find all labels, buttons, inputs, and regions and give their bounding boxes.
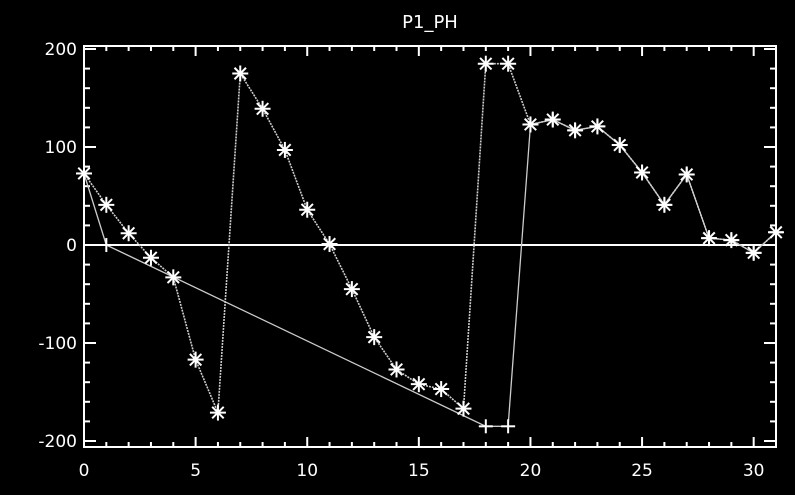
plus-marker xyxy=(657,197,672,212)
plus-marker xyxy=(679,167,694,182)
asterisk-marker xyxy=(455,400,472,417)
y-tick-label: 200 xyxy=(45,40,77,60)
asterisk-marker xyxy=(142,249,159,266)
series-markers xyxy=(76,55,784,434)
plus-marker xyxy=(769,225,783,240)
plus-marker xyxy=(99,238,114,252)
asterisk-marker xyxy=(500,55,517,72)
asterisk-marker xyxy=(276,141,293,158)
plus-marker xyxy=(746,245,761,260)
plus-marker xyxy=(635,165,650,180)
asterisk-marker xyxy=(321,236,338,253)
plus-marker xyxy=(545,112,560,127)
asterisk-marker xyxy=(343,281,360,298)
plus-marker xyxy=(478,419,493,434)
x-tick-label: 10 xyxy=(296,461,318,481)
asterisk-marker xyxy=(120,225,137,242)
x-tick-label: 15 xyxy=(408,461,430,481)
y-tick-label: 0 xyxy=(66,236,77,256)
x-tick-label: 0 xyxy=(79,461,90,481)
axis-tick-labels: 0 5 10 15 20 25 30 200 100 0 -100 -200 xyxy=(38,40,764,481)
asterisk-marker xyxy=(410,376,427,393)
plus-marker xyxy=(702,231,717,246)
y-tick-label: 100 xyxy=(45,138,77,158)
series-lines xyxy=(83,62,777,427)
y-tick-label: -200 xyxy=(38,432,77,452)
asterisk-marker xyxy=(388,361,405,378)
x-tick-label: 20 xyxy=(520,461,542,481)
chart-title: P1_PH xyxy=(402,12,458,33)
plus-marker xyxy=(501,419,516,434)
plus-marker xyxy=(724,233,739,248)
asterisk-marker xyxy=(165,269,182,286)
asterisk-marker xyxy=(433,381,450,398)
asterisk-marker xyxy=(232,65,249,82)
asterisk-marker xyxy=(254,100,271,117)
plot-frame xyxy=(83,45,777,448)
plus-marker xyxy=(77,166,91,181)
x-tick-label: 30 xyxy=(743,461,765,481)
plus-marker xyxy=(523,117,538,132)
asterisk-marker xyxy=(187,351,204,368)
x-tick-label: 25 xyxy=(631,461,653,481)
asterisk-marker xyxy=(477,55,494,72)
plus-marker xyxy=(568,123,583,138)
plus-marker xyxy=(612,138,627,153)
y-tick-label: -100 xyxy=(38,334,77,354)
plus-marker xyxy=(590,119,605,134)
axis-ticks xyxy=(83,46,777,447)
asterisk-marker xyxy=(209,404,226,421)
asterisk-marker xyxy=(98,196,115,213)
series-line xyxy=(83,118,777,427)
asterisk-marker xyxy=(366,329,383,346)
x-tick-label: 5 xyxy=(190,461,201,481)
asterisk-marker xyxy=(299,201,316,218)
